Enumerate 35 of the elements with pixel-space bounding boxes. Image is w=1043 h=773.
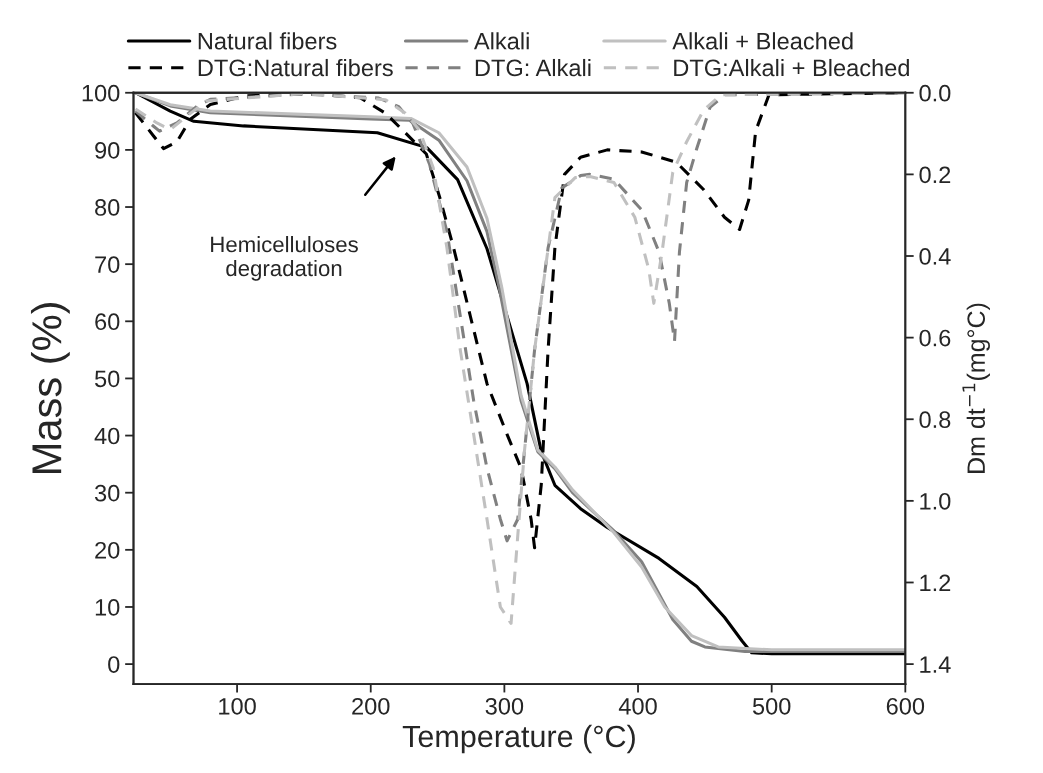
y-tick-label: 60 [95,313,120,331]
y-tick-label: 80 [95,199,120,216]
x-tick-label: 500 [752,697,791,715]
y-axis-title: Mass (%) [30,303,70,473]
legend-label: DTG:Alkali + Bleached [674,58,909,77]
y-tick-label: 20 [95,541,120,559]
y-tick-label: 40 [94,427,120,445]
y2-tick-label: 0.0 [919,84,951,102]
legend-label: Natural fibers [198,32,337,50]
x-tick-label: 600 [886,697,925,715]
y-tick-label: 10 [95,599,120,616]
y2-axis-title: Dm dt$^{−1}$(mg°C) [962,303,990,473]
y-tick-label: 100 [82,84,120,102]
legend-label: DTG:Natural fibers [198,58,393,77]
y2-tick-label: 0.6 [919,329,951,347]
y-tick-label: 30 [94,484,120,502]
y2-tick-label: 1.4 [920,656,951,673]
y2-tick-label: 1.0 [920,492,951,510]
y-tick-label: 90 [95,141,120,159]
annotation: Hemicelluloses degradation [211,236,358,281]
y-tick-label: 0 [108,656,120,673]
y2-tick-label: 1.2 [920,574,951,592]
x-tick-label: 400 [618,697,657,715]
legend-label: DTG: Alkali [475,58,591,77]
y2-tick-label: 0.8 [919,411,951,429]
legend-label: Alkali [473,32,529,50]
y-tick-label: 50 [94,370,120,388]
x-tick-label: 200 [352,697,390,715]
legend-label: Alkali + Bleached [672,32,853,50]
y-tick-label: 70 [95,256,120,273]
x-tick-label: 300 [485,697,524,715]
y2-tick-label: 0.2 [919,166,951,184]
x-axis-title: Temperature (°C) [402,724,635,754]
x-tick-label: 100 [219,697,256,715]
y2-tick-label: 0.4 [919,248,951,265]
